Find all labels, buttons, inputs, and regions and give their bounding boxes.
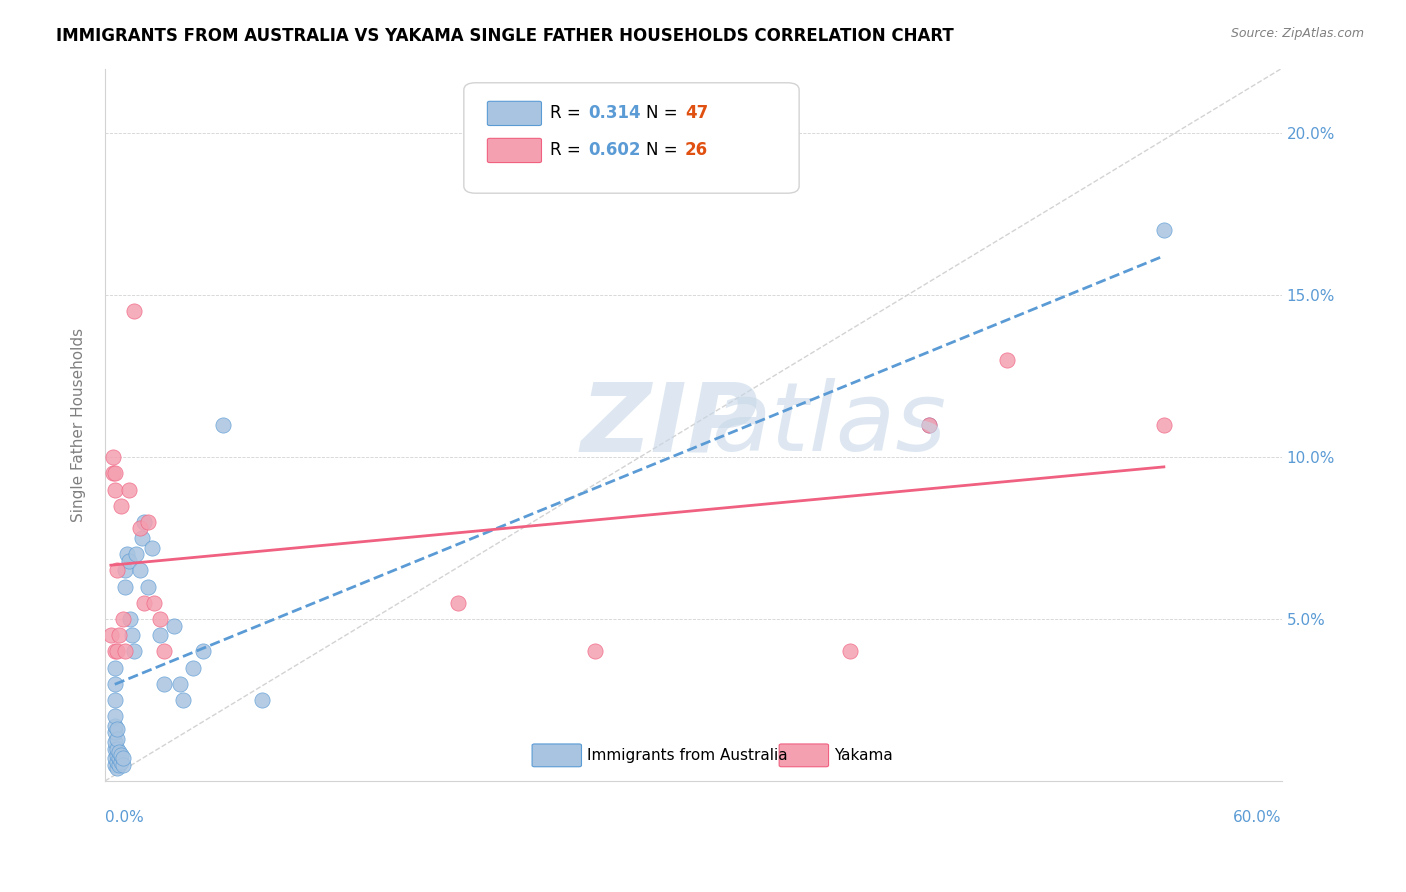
Point: [917, 417, 939, 432]
Point: [114, 564, 136, 578]
Point: [124, 644, 146, 658]
FancyBboxPatch shape: [464, 83, 799, 194]
Point: [104, 735, 127, 749]
Point: [104, 660, 127, 674]
Point: [105, 731, 128, 746]
Point: [115, 547, 138, 561]
Text: atlas: atlas: [711, 378, 946, 471]
Point: [101, 450, 124, 464]
Point: [125, 547, 148, 561]
Text: 0.602: 0.602: [589, 142, 641, 160]
Text: 0.314: 0.314: [589, 104, 641, 122]
Point: [191, 644, 214, 658]
Point: [583, 644, 606, 658]
Point: [114, 580, 136, 594]
Point: [111, 751, 134, 765]
Text: R =: R =: [550, 104, 586, 122]
Point: [129, 564, 152, 578]
Text: 0.0%: 0.0%: [105, 810, 143, 824]
FancyBboxPatch shape: [531, 744, 582, 767]
Point: [995, 353, 1018, 368]
Point: [104, 725, 127, 739]
Point: [104, 483, 127, 497]
Point: [136, 515, 159, 529]
Point: [110, 499, 132, 513]
Point: [1153, 417, 1175, 432]
Text: Source: ZipAtlas.com: Source: ZipAtlas.com: [1230, 27, 1364, 40]
Point: [169, 677, 191, 691]
Text: 47: 47: [685, 104, 709, 122]
Point: [1153, 223, 1175, 237]
Point: [117, 554, 139, 568]
Point: [104, 644, 127, 658]
Point: [104, 757, 127, 772]
FancyBboxPatch shape: [488, 102, 541, 126]
Point: [129, 521, 152, 535]
Point: [104, 751, 127, 765]
Text: Yakama: Yakama: [834, 747, 893, 763]
Text: N =: N =: [647, 104, 683, 122]
Point: [181, 660, 204, 674]
Text: IMMIGRANTS FROM AUSTRALIA VS YAKAMA SINGLE FATHER HOUSEHOLDS CORRELATION CHART: IMMIGRANTS FROM AUSTRALIA VS YAKAMA SING…: [56, 27, 955, 45]
Point: [153, 677, 176, 691]
Point: [839, 644, 862, 658]
Point: [105, 564, 128, 578]
Point: [211, 417, 233, 432]
Point: [107, 757, 129, 772]
Point: [107, 628, 129, 642]
Point: [143, 596, 166, 610]
Point: [107, 745, 129, 759]
Point: [121, 628, 143, 642]
Point: [104, 741, 127, 756]
Point: [120, 612, 142, 626]
Point: [105, 741, 128, 756]
Text: 26: 26: [685, 142, 709, 160]
FancyBboxPatch shape: [488, 138, 541, 162]
Point: [149, 628, 172, 642]
Point: [250, 693, 273, 707]
Point: [153, 644, 176, 658]
Text: N =: N =: [647, 142, 683, 160]
Text: R =: R =: [550, 142, 586, 160]
Point: [104, 709, 127, 723]
Point: [100, 628, 122, 642]
Point: [131, 531, 153, 545]
Point: [141, 541, 163, 555]
Point: [105, 722, 128, 736]
Point: [136, 580, 159, 594]
Point: [917, 417, 939, 432]
Point: [105, 644, 128, 658]
FancyBboxPatch shape: [779, 744, 828, 767]
Point: [104, 719, 127, 733]
Point: [107, 751, 129, 765]
Point: [162, 618, 184, 632]
Point: [105, 755, 128, 769]
Point: [105, 748, 128, 763]
Point: [117, 483, 139, 497]
Point: [111, 757, 134, 772]
Point: [104, 677, 127, 691]
Point: [111, 612, 134, 626]
Point: [110, 755, 132, 769]
Point: [134, 596, 156, 610]
Point: [134, 515, 156, 529]
Point: [172, 693, 194, 707]
Point: [101, 467, 124, 481]
Point: [114, 644, 136, 658]
Point: [104, 467, 127, 481]
Point: [124, 304, 146, 318]
Y-axis label: Single Father Households: Single Father Households: [72, 327, 86, 522]
Text: ZIP: ZIP: [581, 378, 759, 471]
Text: 60.0%: 60.0%: [1233, 810, 1281, 824]
Point: [104, 693, 127, 707]
Point: [447, 596, 470, 610]
Point: [105, 761, 128, 775]
Point: [149, 612, 172, 626]
Point: [110, 748, 132, 763]
Text: Immigrants from Australia: Immigrants from Australia: [588, 747, 787, 763]
